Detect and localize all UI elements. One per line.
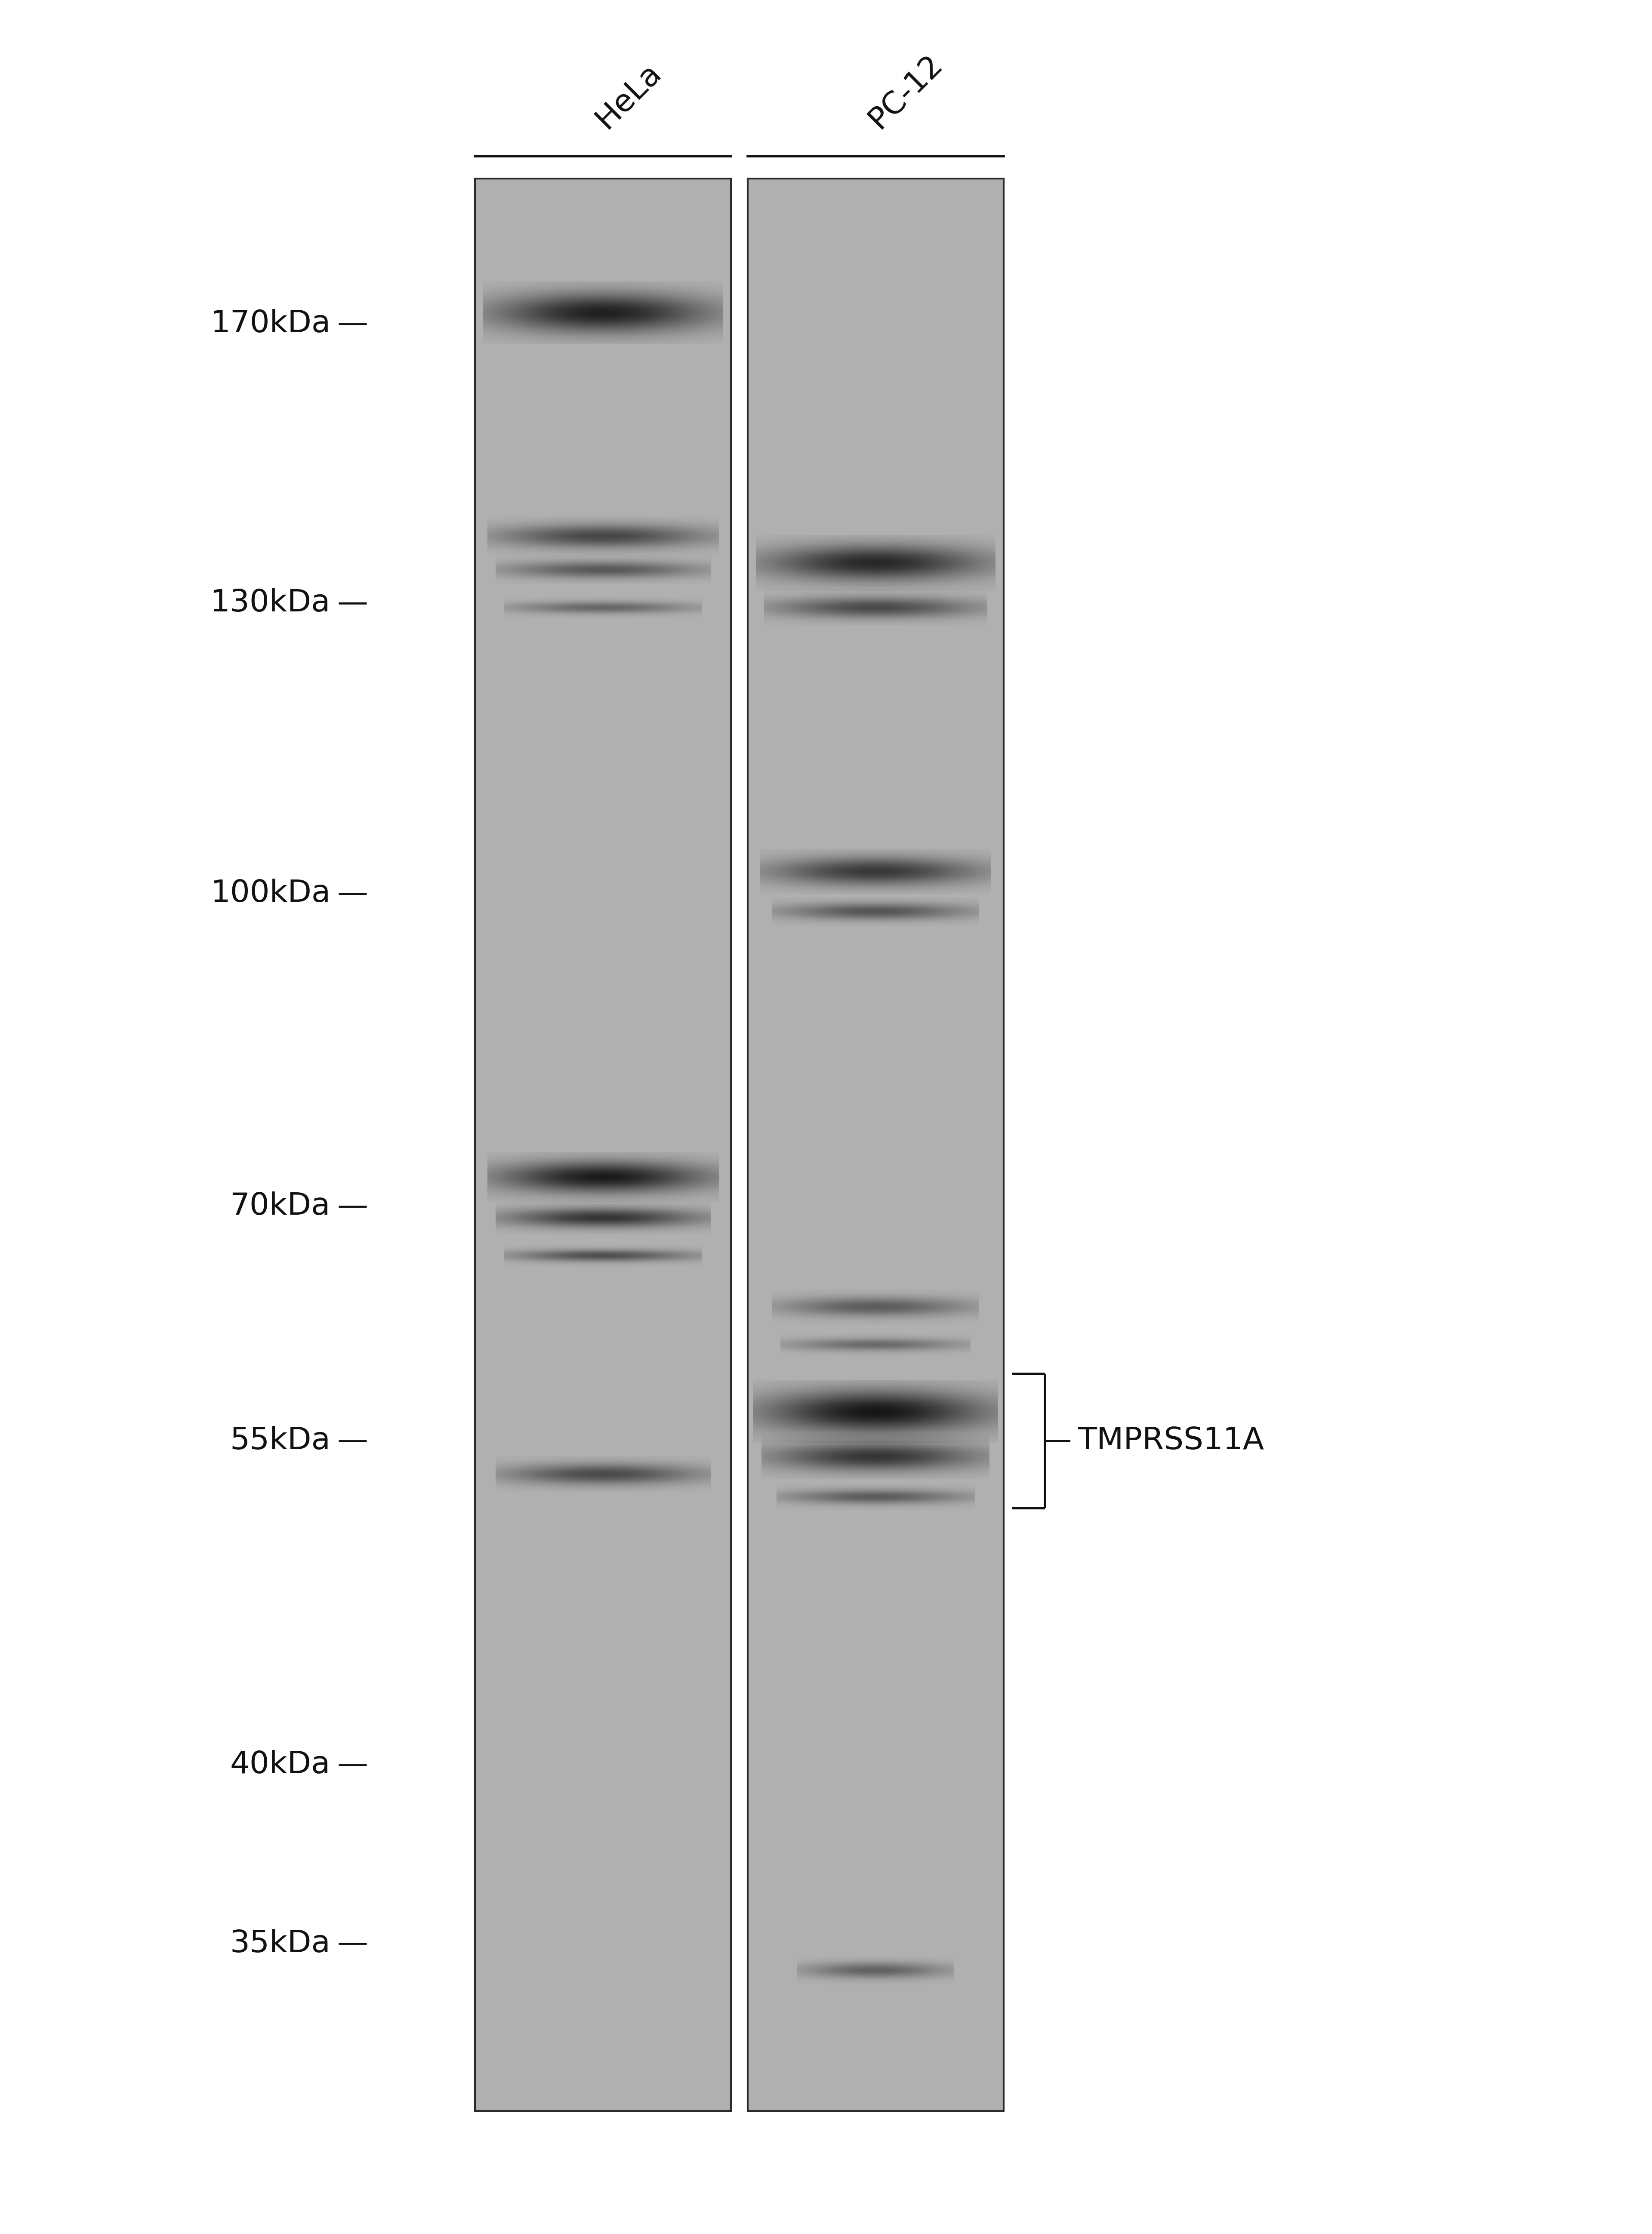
Text: 170kDa: 170kDa: [210, 308, 330, 340]
Text: 55kDa: 55kDa: [230, 1425, 330, 1457]
Text: HeLa: HeLa: [590, 58, 667, 134]
Bar: [747, 179, 1004, 2111]
Text: 35kDa: 35kDa: [230, 1928, 330, 1959]
Text: 100kDa: 100kDa: [210, 878, 330, 909]
Text: PC-12: PC-12: [862, 49, 948, 134]
Text: 130kDa: 130kDa: [210, 588, 330, 619]
Text: 70kDa: 70kDa: [230, 1191, 330, 1222]
Text: 40kDa: 40kDa: [230, 1749, 330, 1780]
Bar: [476, 179, 730, 2111]
Text: TMPRSS11A: TMPRSS11A: [1079, 1425, 1264, 1457]
